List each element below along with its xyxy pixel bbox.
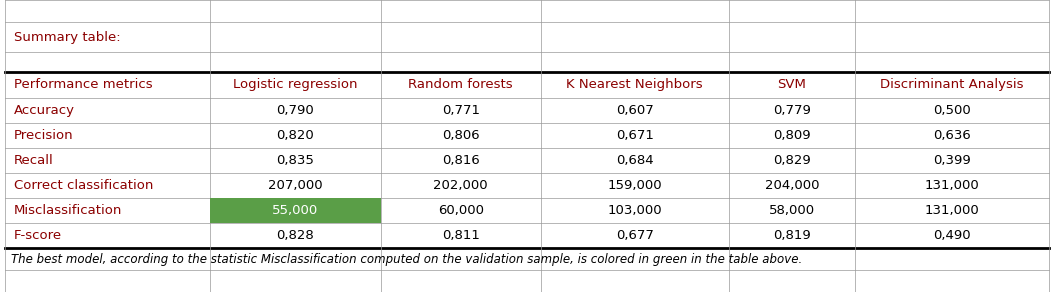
Text: Logistic regression: Logistic regression (233, 79, 357, 91)
Text: 0,399: 0,399 (933, 154, 971, 167)
Text: Summary table:: Summary table: (14, 30, 120, 44)
Text: 0,835: 0,835 (276, 154, 314, 167)
Text: 0,816: 0,816 (442, 154, 480, 167)
Text: 0,607: 0,607 (616, 104, 653, 117)
Text: 202,000: 202,000 (433, 179, 488, 192)
Text: 55,000: 55,000 (272, 204, 318, 217)
Text: Correct classification: Correct classification (14, 179, 153, 192)
Text: 204,000: 204,000 (765, 179, 819, 192)
Text: 159,000: 159,000 (607, 179, 662, 192)
Text: Precision: Precision (14, 129, 74, 142)
Text: Misclassification: Misclassification (14, 204, 122, 217)
Text: 58,000: 58,000 (769, 204, 815, 217)
Bar (210, 198, 380, 223)
Text: 0,811: 0,811 (442, 229, 480, 242)
Text: 0,771: 0,771 (442, 104, 480, 117)
Text: Performance metrics: Performance metrics (14, 79, 153, 91)
Text: 131,000: 131,000 (924, 204, 979, 217)
Text: 103,000: 103,000 (607, 204, 662, 217)
Text: 0,820: 0,820 (276, 129, 314, 142)
Text: 0,671: 0,671 (616, 129, 653, 142)
Text: 0,790: 0,790 (276, 104, 314, 117)
Text: F-score: F-score (14, 229, 62, 242)
Text: K Nearest Neighbors: K Nearest Neighbors (566, 79, 703, 91)
Text: 0,490: 0,490 (933, 229, 971, 242)
Text: 207,000: 207,000 (268, 179, 323, 192)
Text: 0,828: 0,828 (276, 229, 314, 242)
Text: 0,500: 0,500 (933, 104, 971, 117)
Text: Discriminant Analysis: Discriminant Analysis (880, 79, 1023, 91)
Text: 0,779: 0,779 (773, 104, 811, 117)
Text: 0,636: 0,636 (933, 129, 971, 142)
Text: 60,000: 60,000 (437, 204, 484, 217)
Text: 0,829: 0,829 (774, 154, 811, 167)
Text: 131,000: 131,000 (924, 179, 979, 192)
Text: Random forests: Random forests (409, 79, 513, 91)
Text: Recall: Recall (14, 154, 54, 167)
Text: 0,809: 0,809 (774, 129, 811, 142)
Text: Accuracy: Accuracy (14, 104, 75, 117)
Text: 0,806: 0,806 (442, 129, 480, 142)
Text: 0,819: 0,819 (774, 229, 811, 242)
Text: The best model, according to the statistic Misclassification computed on the val: The best model, according to the statist… (11, 253, 802, 265)
Text: 0,677: 0,677 (616, 229, 653, 242)
Text: 0,684: 0,684 (616, 154, 653, 167)
Text: SVM: SVM (778, 79, 806, 91)
